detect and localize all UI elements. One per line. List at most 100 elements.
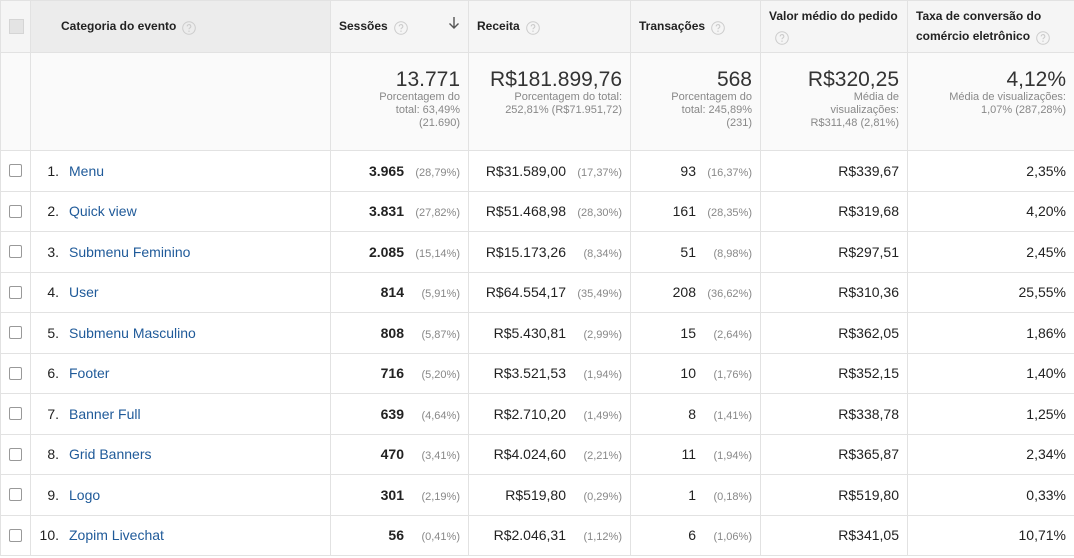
category-link[interactable]: User bbox=[69, 284, 99, 301]
help-icon[interactable] bbox=[775, 30, 789, 45]
conversion-cell: 1,86% bbox=[907, 312, 1074, 354]
total-cell: R$181.899,76 Porcentagem do total: 252,81… bbox=[468, 52, 631, 151]
help-icon[interactable] bbox=[711, 20, 725, 35]
row-checkbox[interactable] bbox=[9, 488, 22, 502]
column-header[interactable]: Sessões bbox=[330, 0, 469, 53]
header-label-wrap: Valor médio do pedido bbox=[769, 9, 898, 45]
transactions-cell: 93 (16,37%) bbox=[630, 150, 761, 192]
transactions-value: 11 bbox=[681, 446, 696, 463]
conversion-cell: 25,55% bbox=[907, 271, 1074, 313]
category-cell: 10. Zopim Livechat bbox=[30, 514, 331, 556]
conversion-cell: 1,40% bbox=[907, 352, 1074, 394]
checkbox-cell bbox=[0, 393, 31, 435]
column-header[interactable]: Receita bbox=[468, 0, 631, 53]
transactions-value: 8 bbox=[688, 405, 696, 422]
sessions-cell: 56 (0,41%) bbox=[330, 514, 469, 556]
transactions-share: (28,35%) bbox=[707, 207, 752, 220]
sessions-cell: 470 (3,41%) bbox=[330, 433, 469, 475]
select-all-checkbox[interactable] bbox=[9, 19, 24, 34]
data-row: 10. Zopim Livechat 56 (0,41%) R$2.046,31 (1,1… bbox=[0, 514, 1074, 556]
revenue-share: (17,37%) bbox=[577, 166, 622, 179]
table-body: 13.771 Porcentagem do total: 63,49% (21.6… bbox=[0, 52, 1074, 556]
help-icon[interactable] bbox=[525, 20, 540, 35]
rank: 3. bbox=[47, 243, 59, 260]
row-checkbox[interactable] bbox=[9, 366, 22, 380]
header-row: Categoria do evento Sessões Receita Transaç… bbox=[0, 0, 1074, 53]
category-link[interactable]: Submenu Feminino bbox=[69, 243, 191, 260]
sessions-share: (2,19%) bbox=[421, 490, 460, 503]
transactions-cell: 10 (1,76%) bbox=[630, 352, 761, 394]
category-link[interactable]: Banner Full bbox=[69, 405, 141, 422]
revenue-share: (8,34%) bbox=[583, 247, 622, 260]
data-row: 3. Submenu Feminino 2.085 (15,14%) R$15.173,… bbox=[0, 231, 1074, 273]
avg-order-cell: R$319,68 bbox=[760, 190, 908, 232]
revenue-share: (2,99%) bbox=[583, 328, 622, 341]
column-header[interactable]: Categoria do evento bbox=[30, 0, 331, 53]
category-link[interactable]: Zopim Livechat bbox=[69, 527, 164, 544]
category-link[interactable]: Submenu Masculino bbox=[69, 324, 196, 341]
checkbox-cell bbox=[0, 271, 31, 313]
header-content: Receita bbox=[477, 16, 622, 37]
category-link[interactable]: Footer bbox=[69, 365, 110, 382]
row-checkbox[interactable] bbox=[9, 204, 22, 218]
transactions-share: (0,18%) bbox=[713, 490, 752, 503]
transactions-cell: 6 (1,06%) bbox=[630, 514, 761, 556]
column-header[interactable]: Transações bbox=[630, 0, 761, 53]
transactions-cell: 51 (8,98%) bbox=[630, 231, 761, 273]
conversion-cell: 2,34% bbox=[907, 433, 1074, 475]
category-cell: 6. Footer bbox=[30, 352, 331, 394]
column-header[interactable]: Valor médio do pedido bbox=[760, 0, 908, 53]
category-link[interactable]: Menu bbox=[69, 162, 105, 179]
header-content: Valor médio do pedido bbox=[769, 6, 899, 47]
header-label-wrap: Receita bbox=[477, 19, 540, 35]
checkbox-cell bbox=[0, 312, 31, 354]
revenue-share: (2,21%) bbox=[583, 450, 622, 463]
conversion-cell: 2,35% bbox=[907, 150, 1074, 192]
data-row: 1. Menu 3.965 (28,79%) R$31.589,00 (17,37%) 93… bbox=[0, 150, 1074, 192]
total-cell: 568 Porcentagem do total: 245,89% (231) bbox=[630, 52, 761, 151]
column-header[interactable]: Taxa de conversão do comércio eletrônico bbox=[907, 0, 1074, 53]
sessions-share: (27,82%) bbox=[415, 207, 460, 220]
header-label-wrap: Sessões bbox=[339, 16, 408, 37]
total-note: Porcentagem do total: 63,49% (21.690) bbox=[379, 91, 460, 129]
help-icon[interactable] bbox=[393, 20, 408, 35]
category-cell: 9. Logo bbox=[30, 474, 331, 516]
transactions-cell: 8 (1,41%) bbox=[630, 393, 761, 435]
sessions-value: 716 bbox=[380, 365, 404, 382]
sort-arrow bbox=[448, 16, 460, 36]
transactions-cell: 15 (2,64%) bbox=[630, 312, 761, 354]
row-checkbox[interactable] bbox=[9, 407, 22, 421]
category-cell: 5. Submenu Masculino bbox=[30, 312, 331, 354]
category-link[interactable]: Logo bbox=[69, 486, 101, 503]
avg-order-cell: R$352,15 bbox=[760, 352, 908, 394]
sessions-share: (5,87%) bbox=[421, 328, 460, 341]
row-checkbox[interactable] bbox=[9, 245, 22, 259]
header-label: Taxa de conversão do comércio eletrônico bbox=[916, 9, 1042, 44]
category-link[interactable]: Grid Banners bbox=[69, 446, 152, 463]
sessions-value: 3.831 bbox=[368, 203, 404, 220]
row-checkbox[interactable] bbox=[9, 285, 22, 299]
sessions-cell: 808 (5,87%) bbox=[330, 312, 469, 354]
row-checkbox[interactable] bbox=[9, 528, 22, 542]
revenue-share: (35,49%) bbox=[577, 288, 622, 301]
total-value: R$320,25 bbox=[807, 68, 899, 91]
revenue-share: (0,29%) bbox=[583, 490, 622, 503]
row-checkbox[interactable] bbox=[9, 447, 22, 461]
data-row: 8. Grid Banners 470 (3,41%) R$4.024,60 (2,21%… bbox=[0, 433, 1074, 475]
revenue-share: (1,12%) bbox=[583, 531, 622, 544]
row-checkbox[interactable] bbox=[9, 326, 22, 340]
sessions-value: 3.965 bbox=[368, 162, 404, 179]
help-icon[interactable] bbox=[182, 20, 197, 35]
row-checkbox[interactable] bbox=[9, 164, 22, 178]
transactions-cell: 208 (36,62%) bbox=[630, 271, 761, 313]
revenue-cell: R$519,80 (0,29%) bbox=[468, 474, 631, 516]
total-value: 4,12% bbox=[1006, 68, 1066, 91]
revenue-value: R$4.024,60 bbox=[493, 446, 566, 463]
revenue-value: R$64.554,17 bbox=[485, 284, 566, 301]
rank: 2. bbox=[47, 203, 59, 220]
category-cell: 1. Menu bbox=[30, 150, 331, 192]
category-link[interactable]: Quick view bbox=[69, 203, 137, 220]
total-value: 13.771 bbox=[395, 68, 460, 91]
help-icon[interactable] bbox=[1036, 30, 1050, 45]
